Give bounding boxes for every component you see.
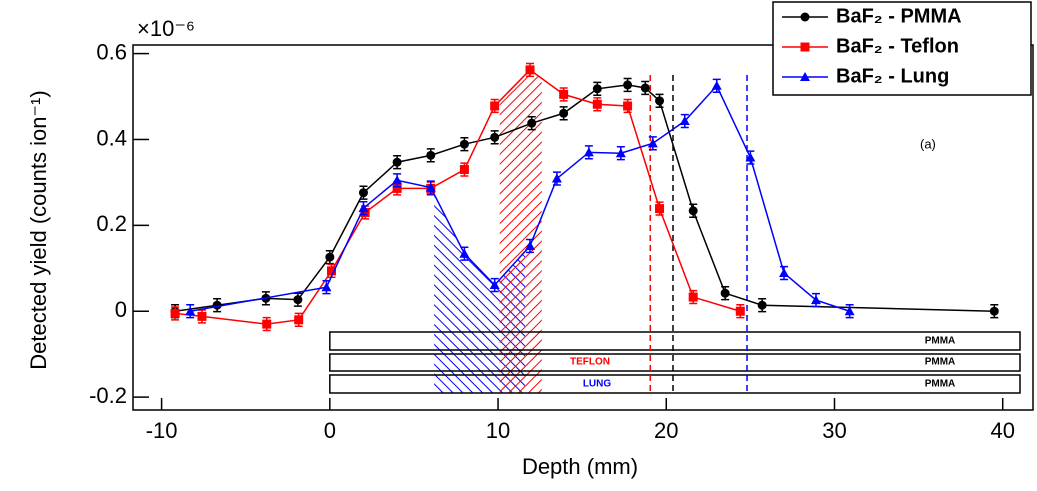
y-axis-title: Detected yield (counts ion⁻¹): [26, 90, 51, 369]
x-tick-label: 30: [822, 418, 846, 443]
marker: [459, 139, 469, 149]
marker: [185, 306, 196, 316]
legend-label: BaF₂ - Teflon: [836, 35, 959, 57]
y-tick-label: 0.2: [96, 211, 127, 236]
marker: [592, 99, 602, 109]
y-tick-label: -0.2: [89, 383, 127, 408]
marker: [426, 150, 436, 160]
marker: [358, 203, 369, 213]
marker: [810, 295, 821, 305]
marker: [527, 118, 537, 128]
phantom-label: PMMA: [925, 357, 956, 368]
marker: [490, 132, 500, 142]
marker: [720, 288, 730, 298]
marker: [551, 173, 562, 183]
marker: [592, 84, 602, 94]
marker: [459, 248, 470, 258]
marker: [800, 12, 810, 22]
marker: [800, 72, 810, 81]
annotation: (a): [920, 136, 936, 151]
marker: [327, 266, 337, 276]
marker: [360, 207, 370, 217]
marker: [735, 306, 745, 316]
marker: [640, 83, 650, 93]
marker: [525, 240, 536, 250]
phantom-label: TEFLON: [570, 357, 610, 368]
phantom-label: LUNG: [583, 379, 612, 390]
legend-label: BaF₂ - PMMA: [836, 5, 962, 27]
marker: [688, 292, 698, 302]
plot-frame: [132, 44, 1034, 411]
marker: [197, 311, 207, 321]
marker: [294, 315, 304, 325]
x-tick-label: -10: [146, 418, 178, 443]
series-line: [174, 84, 995, 312]
series-line: [190, 84, 850, 312]
x-tick-label: 20: [654, 418, 678, 443]
marker: [559, 89, 569, 99]
marker: [623, 80, 633, 90]
marker: [800, 42, 810, 52]
x-tick-label: 10: [486, 418, 510, 443]
marker: [425, 182, 436, 192]
marker: [745, 152, 756, 162]
marker: [293, 295, 303, 305]
marker: [489, 280, 500, 290]
marker: [459, 165, 469, 175]
marker: [325, 252, 335, 262]
marker: [647, 138, 658, 148]
marker: [989, 306, 999, 316]
marker: [688, 206, 698, 216]
phantom-label: PMMA: [925, 379, 956, 390]
marker: [779, 268, 790, 278]
marker: [490, 101, 500, 111]
marker: [262, 319, 272, 329]
marker: [321, 282, 332, 292]
marker: [655, 96, 665, 106]
marker: [559, 108, 569, 118]
x-tick-label: 0: [324, 418, 336, 443]
marker: [679, 116, 690, 126]
marker: [525, 65, 535, 75]
marker: [623, 101, 633, 111]
marker: [392, 183, 402, 193]
marker: [655, 204, 665, 214]
marker: [615, 148, 626, 158]
phantom-bar: [329, 353, 1021, 372]
x-tick-label: 40: [990, 418, 1014, 443]
marker: [170, 308, 180, 318]
marker: [583, 147, 594, 157]
marker: [392, 175, 403, 185]
marker: [844, 306, 855, 316]
phantom-bar: [329, 374, 1021, 394]
marker: [358, 188, 368, 198]
x-axis-title: Depth (mm): [522, 454, 638, 479]
marker: [757, 300, 767, 310]
legend-label: BaF₂ - Lung: [836, 65, 949, 87]
y-tick-label: 0: [115, 297, 127, 322]
y-tick-label: 0.6: [96, 39, 127, 64]
phantom-label: PMMA: [925, 336, 956, 347]
marker: [711, 80, 722, 90]
marker: [392, 157, 402, 167]
hatched-region: [499, 70, 542, 393]
phantom-bar: [329, 331, 1021, 351]
y-multiplier: ×10⁻⁶: [137, 16, 195, 41]
y-tick-label: 0.4: [96, 125, 127, 150]
